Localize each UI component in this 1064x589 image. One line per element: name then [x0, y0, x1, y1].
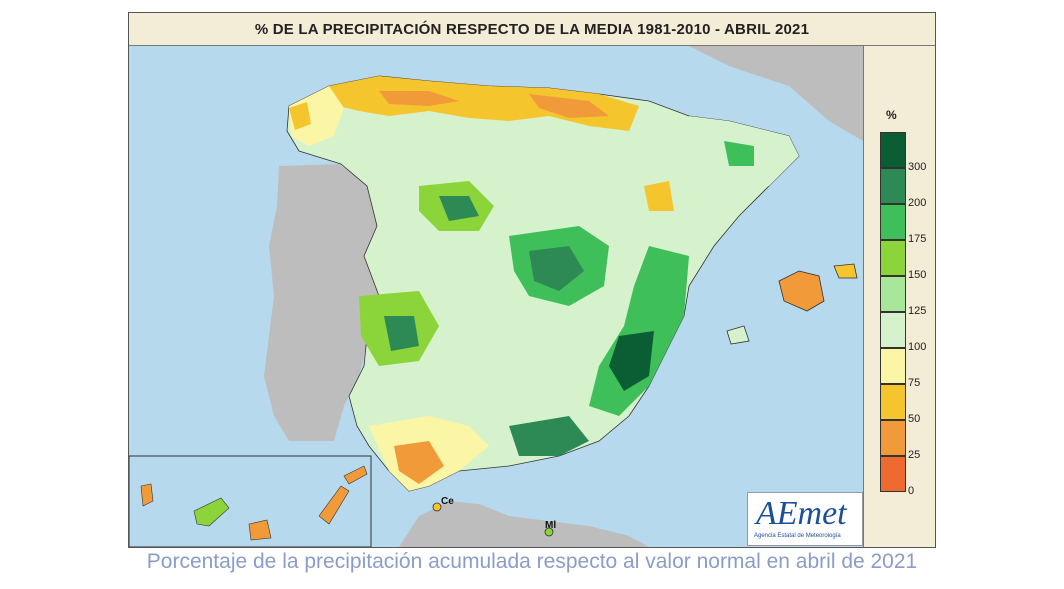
legend-label-300: 300 — [908, 161, 927, 173]
legend-panel: % 300 200 175 150 125 100 75 50 25 0 — [864, 46, 935, 547]
legend-swatch-top — [880, 132, 906, 168]
basque-very-low — [529, 94, 609, 118]
legend-label-200: 200 — [908, 197, 927, 209]
legend-label-175: 175 — [908, 233, 927, 245]
melilla-label: Ml — [545, 520, 556, 531]
cantabria-very-low — [379, 91, 459, 106]
galicia-coast-low — [289, 102, 311, 130]
spain-map: Ce Ml — [129, 46, 863, 547]
legend-label-25: 25 — [908, 449, 921, 461]
canary-gran-canaria — [248, 519, 272, 541]
map-title: % DE LA PRECIPITACIÓN RESPECTO DE LA MED… — [254, 20, 810, 38]
murcia-max — [609, 331, 654, 391]
africa-land — [399, 501, 649, 547]
legend-unit: % — [886, 108, 897, 122]
legend-label-75: 75 — [908, 377, 921, 389]
canary-tenerife — [193, 497, 230, 527]
precipitation-map-figure: % DE LA PRECIPITACIÓN RESPECTO DE LA MED… — [128, 12, 936, 548]
map-title-bar: % DE LA PRECIPITACIÓN RESPECTO DE LA MED… — [129, 13, 935, 46]
catalonia-high — [724, 141, 754, 166]
mallorca — [778, 270, 825, 312]
extremadura-max — [384, 316, 419, 351]
legend-swatch-25 — [880, 456, 906, 492]
north-coast-low-precip — [329, 76, 639, 131]
map-area: Ce Ml AEmet Agencia Estatal de Meteorolo… — [129, 46, 864, 547]
legend-swatch-150 — [880, 276, 906, 312]
canary-fuerteventura — [318, 485, 350, 525]
menorca — [833, 263, 858, 279]
legend-label-0: 0 — [908, 485, 915, 497]
canary-la-palma — [140, 483, 154, 507]
aragon-low — [644, 181, 674, 211]
legend-label-50: 50 — [908, 413, 921, 425]
canary-lanzarote — [343, 465, 368, 485]
portugal-land — [264, 164, 379, 441]
cadiz-low — [394, 441, 444, 484]
melilla-marker — [544, 527, 554, 537]
ceuta-marker — [432, 502, 442, 512]
ibiza — [726, 325, 750, 345]
france-land — [509, 46, 863, 141]
legend-label-100: 100 — [908, 341, 927, 353]
legend-swatch-100 — [880, 348, 906, 384]
granada-high — [509, 416, 589, 456]
legend-swatch-75 — [880, 384, 906, 420]
ceuta-label: Ce — [441, 496, 454, 507]
legend-swatch-125 — [880, 312, 906, 348]
legend-label-125: 125 — [908, 305, 927, 317]
figure-caption: Porcentaje de la precipitación acumulada… — [146, 550, 918, 573]
legend-swatch-300 — [880, 168, 906, 204]
legend-swatch-200 — [880, 204, 906, 240]
legend-swatch-50 — [880, 420, 906, 456]
aemet-logo-subtitle: Agencia Estatal de Meteorología — [754, 533, 841, 539]
galicia-region — [289, 86, 344, 146]
castilla-leon-very-high — [439, 196, 479, 221]
legend-swatch-175 — [880, 240, 906, 276]
madrid-area-max — [529, 246, 584, 291]
aemet-logo: AEmet Agencia Estatal de Meteorología — [747, 492, 863, 546]
legend-label-150: 150 — [908, 269, 927, 281]
aemet-logo-text: AEmet — [756, 495, 847, 532]
